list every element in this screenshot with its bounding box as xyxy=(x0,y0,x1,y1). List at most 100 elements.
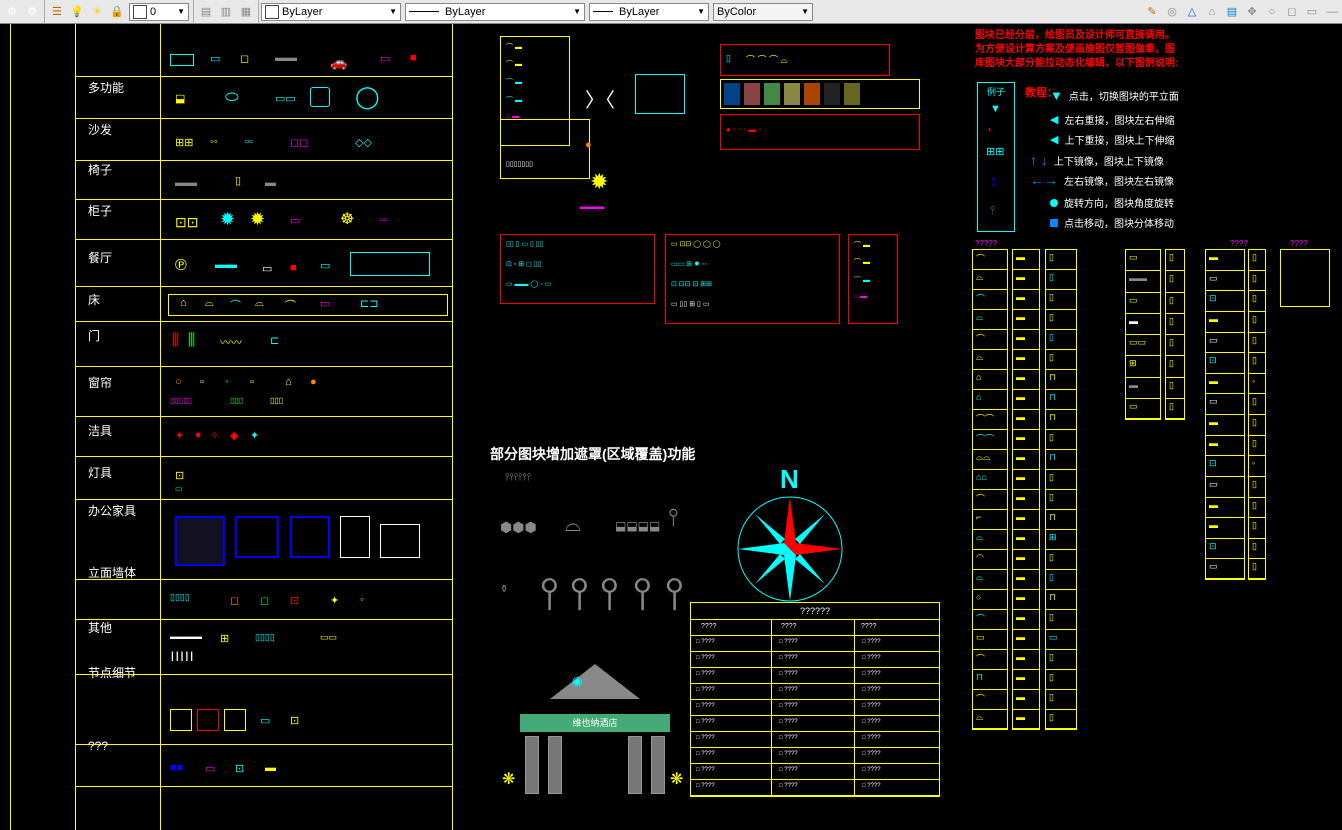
palette-cell[interactable]: ▯ xyxy=(1049,692,1054,703)
block-symbol[interactable]: ▭ xyxy=(380,52,390,65)
palette-cell[interactable]: ⊓ xyxy=(976,672,983,683)
palette-cell[interactable]: ▬▬ xyxy=(1129,273,1147,283)
palette-cell[interactable]: ▯ xyxy=(1169,337,1174,348)
bed-symbol[interactable]: ■ xyxy=(290,262,297,274)
arch-tower[interactable]: ⫯ xyxy=(668,504,678,532)
palette-cell[interactable]: ⌒⌒ xyxy=(976,432,994,445)
trim-icon[interactable]: — xyxy=(1323,3,1341,21)
palette-cell[interactable]: ⌓ xyxy=(976,712,983,723)
other-symbol[interactable]: ◻ xyxy=(260,594,269,607)
palette-cell[interactable]: ▬ xyxy=(1016,352,1025,362)
door-style[interactable] xyxy=(824,83,840,105)
detail-table[interactable]: ▭ ⊡⊡ ◯ ◯ ◯ ▭▭ ⊞ ✹ ◦◦ ⊡ ⊡⊡ ⊡ ⊞⊞ ▭ ▯▯ ⊞ ▯ … xyxy=(665,234,840,324)
palette-cell[interactable]: ⌓ xyxy=(976,312,983,323)
palette-cell[interactable]: ⊓ xyxy=(1049,452,1056,463)
palette-cell[interactable]: ▬ xyxy=(1016,652,1025,662)
misc-symbol[interactable]: ⊡ xyxy=(290,714,299,727)
palette-cell[interactable]: ▯ xyxy=(1049,712,1054,723)
palette-cell[interactable]: ⌒ xyxy=(976,692,985,705)
palette-cell[interactable]: ▯ xyxy=(1252,396,1257,407)
other-symbol[interactable]: ✦ xyxy=(330,594,339,607)
light-symbol[interactable]: ● xyxy=(195,429,202,441)
bed-symbol[interactable]: ▬▬ xyxy=(215,259,237,271)
cabinet-symbol[interactable]: ▯ xyxy=(235,174,241,187)
door-symbol[interactable]: ⌓ xyxy=(255,297,264,310)
palette-cell[interactable]: ⊡ xyxy=(1209,541,1217,552)
palette-cell[interactable]: ▬ xyxy=(1016,432,1025,442)
door-symbol[interactable]: ⌂ xyxy=(180,297,187,309)
cabinet-symbol[interactable]: ▬▬ xyxy=(175,177,197,189)
door-styles-row[interactable] xyxy=(720,79,920,109)
palette-cell[interactable]: ▯ xyxy=(1049,312,1054,323)
misc-symbol[interactable]: ▭ xyxy=(260,714,270,727)
block-symbol[interactable]: ▬▬ xyxy=(275,52,297,64)
palette-cell[interactable]: ▬ xyxy=(1209,252,1218,262)
palette-cell[interactable]: ▬ xyxy=(1016,672,1025,682)
palette-cell[interactable]: ⊓ xyxy=(1049,512,1056,523)
palette-cell[interactable]: ▬ xyxy=(1016,592,1025,602)
palette-cell[interactable]: ⌓ xyxy=(976,272,983,283)
palette-cell[interactable]: ▯ xyxy=(1049,352,1054,363)
palette-cell[interactable]: ▭ xyxy=(1209,273,1218,284)
palette-cell[interactable]: ⌒ xyxy=(976,652,985,665)
palette-cell[interactable]: ▬ xyxy=(1016,492,1025,502)
misc-symbol[interactable]: ⊡ xyxy=(235,762,244,775)
dining-symbol[interactable]: ☸ xyxy=(340,209,354,229)
palette-cell[interactable]: ▯ xyxy=(1169,295,1174,306)
palette-cell[interactable]: ▬ xyxy=(1129,380,1138,390)
sofa-symbol[interactable]: ⬭ xyxy=(225,89,239,107)
palette-cell[interactable]: ▬ xyxy=(1016,692,1025,702)
sofa-symbol[interactable]: ⬓ xyxy=(175,92,185,105)
gear-icon[interactable]: ⚙ xyxy=(3,3,21,21)
arch-building[interactable]: ⬢⬢⬢ xyxy=(500,519,537,536)
door-panel-row[interactable]: ▯ ⌒ ⌒ ⌒ ⌓ xyxy=(720,44,890,76)
palette-column[interactable] xyxy=(1280,249,1330,307)
palette-cell[interactable]: ▯ xyxy=(1049,472,1054,483)
palette-cell[interactable]: ▯ xyxy=(1252,438,1257,449)
rotate-icon[interactable]: ○ xyxy=(1263,3,1281,21)
palette-cell[interactable]: ◠ xyxy=(976,552,984,563)
palette-cell[interactable]: ⌂⌂ xyxy=(976,472,987,482)
detail-symbol[interactable]: ▯▯▯▯ xyxy=(255,632,275,643)
chair-symbol[interactable]: ⊞⊞ xyxy=(175,136,193,149)
palette-cell[interactable]: ○ xyxy=(976,592,981,602)
detail-symbol[interactable]: ▭▭ xyxy=(320,632,337,643)
chair-symbol[interactable]: ◦◦ xyxy=(210,136,218,148)
curtain-graphic[interactable]: 〉〈 xyxy=(585,84,615,113)
office-symbol[interactable]: ⊡ xyxy=(175,469,184,482)
door-style[interactable] xyxy=(744,83,760,105)
lock-icon[interactable]: 🔒 xyxy=(108,3,126,21)
sanitary-symbol[interactable]: ⌂ xyxy=(285,376,292,388)
mirror-icon[interactable]: △ xyxy=(1183,3,1201,21)
misc-symbol[interactable] xyxy=(170,709,192,731)
layer-tool-2[interactable]: ▥ xyxy=(217,3,235,21)
layer-tool-1[interactable]: ▤ xyxy=(197,3,215,21)
arch-elements[interactable]: ⫯⫯⫯⫯⫯⫯ xyxy=(505,472,531,483)
lineweight-combo[interactable]: ByLayer ▼ xyxy=(589,3,709,21)
palette-cell[interactable]: ⌓ xyxy=(976,572,983,583)
bed-symbol[interactable] xyxy=(350,252,430,276)
palette-cell[interactable]: ▯ xyxy=(1049,492,1054,503)
palette-cell[interactable]: ▭ xyxy=(1209,396,1218,407)
bulb-icon[interactable]: 💡 xyxy=(68,3,86,21)
palette-cell[interactable]: ⌓⌓ xyxy=(976,452,990,463)
palette-cell[interactable]: ▬ xyxy=(1209,520,1218,530)
office-symbol[interactable]: ▭ xyxy=(175,484,183,493)
palette-cell[interactable]: ▯ xyxy=(1252,273,1257,284)
palette-cell[interactable]: ▭ xyxy=(1209,479,1218,490)
light-symbol[interactable]: ✧ xyxy=(210,429,219,442)
plotstyle-combo[interactable]: ByColor ▼ xyxy=(713,3,813,21)
door-symbol[interactable]: ⊏⊐ xyxy=(360,297,378,310)
dining-symbol[interactable]: ⊡⊡ xyxy=(175,214,198,231)
palette-cell[interactable]: ⌓ xyxy=(976,532,983,543)
linetype-combo-2[interactable]: ByLayer ▼ xyxy=(405,3,585,21)
palette-cell[interactable]: ⊡ xyxy=(1209,458,1217,469)
sanitary-row[interactable]: ▯▯▯▯▯ xyxy=(170,396,192,405)
palette-cell[interactable]: ▯ xyxy=(1252,293,1257,304)
palette-cell[interactable]: ▯ xyxy=(1252,355,1257,366)
curtain-symbol[interactable]: 〰〰 xyxy=(220,334,242,350)
copy-icon[interactable]: ▭ xyxy=(1303,3,1321,21)
draw-icon[interactable]: ✎ xyxy=(1143,3,1161,21)
palette-cell[interactable]: ▬ xyxy=(1016,292,1025,302)
palette-cell[interactable]: ⊡ xyxy=(1209,293,1217,304)
